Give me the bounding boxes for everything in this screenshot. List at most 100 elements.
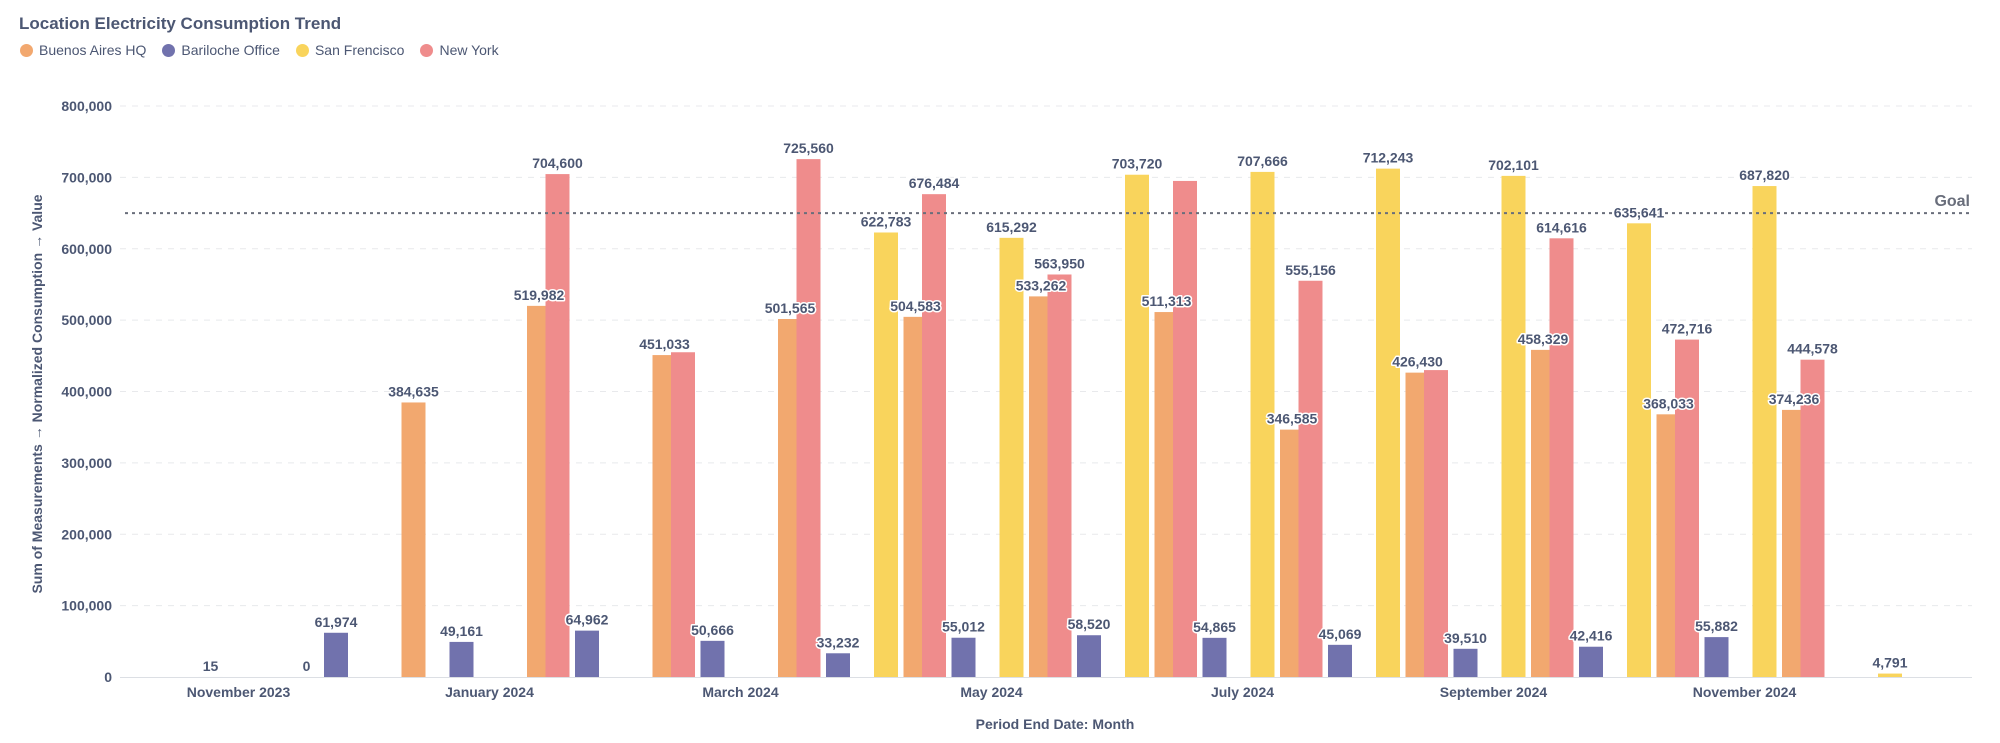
legend-label-san-frencisco: San Frencisco (314, 42, 405, 58)
y-tick-label: 200,000 (61, 526, 112, 542)
data-label: 458,329 (1518, 331, 1569, 347)
data-label: 15 (203, 658, 219, 674)
legend: Buenos Aires HQ Bariloche Office San Fre… (20, 42, 499, 58)
bar-san-frencisco (1250, 171, 1275, 678)
y-tick-label: 700,000 (61, 169, 112, 185)
data-label: 472,716 (1662, 321, 1713, 337)
legend-dot-san-frencisco (295, 43, 309, 57)
bar-san-frencisco (1501, 175, 1526, 677)
bar-new-york (1173, 180, 1197, 677)
data-label: 504,583 (890, 298, 941, 314)
data-label: 61,974 (315, 614, 358, 630)
x-tick-label: September 2024 (1440, 684, 1548, 700)
data-label: 533,262 (1016, 277, 1067, 293)
bar-bariloche-office (324, 632, 348, 677)
data-label: 33,232 (817, 634, 860, 650)
y-tick-label: 100,000 (61, 598, 112, 614)
x-axis-label: Period End Date: Month (976, 716, 1135, 732)
bar-bariloche-office (1077, 635, 1101, 677)
bar-new-york (1549, 238, 1574, 678)
legend-item-san-frencisco[interactable]: San Frencisco (295, 42, 405, 58)
legend-dot-bariloche-office (162, 43, 176, 57)
data-label: 50,666 (691, 622, 734, 638)
bar-san-frencisco (1627, 223, 1651, 678)
bar-bariloche-office (1579, 646, 1603, 677)
data-label: 58,520 (1068, 616, 1111, 632)
bar-buenos-aires-hq (401, 402, 426, 677)
data-label: 704,600 (532, 155, 583, 171)
data-label: 451,033 (639, 336, 690, 352)
bar-new-york (671, 352, 695, 677)
bar-bariloche-office (1328, 644, 1352, 677)
bar-new-york (1298, 280, 1323, 677)
data-label: 725,560 (783, 140, 834, 156)
data-label: 519,982 (514, 287, 565, 303)
data-label: 676,484 (909, 175, 960, 191)
data-label: 4,791 (1872, 655, 1907, 671)
chart-title: Location Electricity Consumption Trend (19, 14, 342, 33)
legend-label-buenos-aires-hq: Buenos Aires HQ (39, 42, 147, 58)
bar-new-york (922, 194, 946, 677)
data-label: 54,865 (1193, 619, 1236, 635)
bar-san-frencisco (874, 232, 898, 677)
x-tick-label: November 2024 (1693, 684, 1797, 700)
y-tick-label: 600,000 (61, 241, 112, 257)
data-label: 384,635 (388, 383, 439, 399)
y-tick-label: 500,000 (61, 312, 112, 328)
x-tick-label: January 2024 (445, 684, 534, 700)
data-label: 374,236 (1769, 391, 1820, 407)
bar-bariloche-office (1202, 637, 1227, 677)
legend-dot-new-york (420, 43, 434, 57)
data-label: 702,101 (1488, 157, 1539, 173)
bar-bariloche-office (826, 653, 850, 677)
y-tick-label: 400,000 (61, 384, 112, 400)
data-label: 49,161 (440, 623, 483, 639)
data-label: 712,243 (1363, 150, 1414, 166)
data-label: 55,882 (1695, 618, 1738, 634)
data-label: 563,950 (1034, 255, 1085, 271)
data-label: 703,720 (1112, 156, 1163, 172)
data-label: 45,069 (1319, 626, 1362, 642)
y-axis-label: Sum of Measurements → Normalized Consump… (29, 194, 45, 593)
legend-item-new-york[interactable]: New York (420, 42, 499, 58)
y-tick-label: 800,000 (61, 98, 112, 114)
data-label: 426,430 (1392, 354, 1443, 370)
bar-bariloche-office (700, 640, 725, 677)
bar-new-york (1047, 274, 1072, 677)
data-label: 511,313 (1142, 293, 1192, 309)
legend-item-bariloche-office[interactable]: Bariloche Office (162, 42, 280, 58)
data-label: 614,616 (1536, 219, 1587, 235)
data-label: 501,565 (765, 300, 816, 316)
data-label: 444,578 (1787, 341, 1838, 357)
data-label: 64,962 (566, 612, 609, 628)
bar-bariloche-office (575, 630, 599, 677)
bar-san-frencisco (999, 237, 1024, 678)
data-label: 635,641 (1614, 204, 1665, 220)
data-label: 39,510 (1444, 630, 1487, 646)
data-label: 615,292 (986, 219, 1037, 235)
legend-dot-buenos-aires-hq (20, 43, 33, 57)
data-label: 55,012 (942, 619, 985, 635)
data-label: 555,156 (1285, 262, 1336, 278)
bar-new-york (1424, 370, 1448, 677)
bar-bariloche-office (1704, 637, 1729, 677)
data-label: 622,783 (861, 213, 912, 229)
x-tick-label: March 2024 (702, 684, 778, 700)
bar-new-york (1675, 339, 1699, 677)
x-tick-label: May 2024 (960, 684, 1022, 700)
bar-san-frencisco (1125, 174, 1149, 677)
bar-bariloche-office (951, 637, 976, 677)
legend-label-bariloche-office: Bariloche Office (181, 42, 280, 58)
legend-item-buenos-aires-hq[interactable]: Buenos Aires HQ (20, 42, 146, 58)
data-label: 346,585 (1267, 411, 1318, 427)
data-label: 368,033 (1643, 395, 1694, 411)
bar-bariloche-office (1453, 648, 1478, 677)
y-tick-label: 300,000 (61, 455, 112, 471)
bar-bariloche-office (449, 641, 474, 677)
bar-new-york (796, 159, 821, 678)
bar-new-york (1800, 359, 1825, 677)
bar-new-york (545, 174, 570, 678)
legend-label-new-york: New York (439, 42, 499, 58)
x-tick-label: November 2023 (187, 684, 291, 700)
